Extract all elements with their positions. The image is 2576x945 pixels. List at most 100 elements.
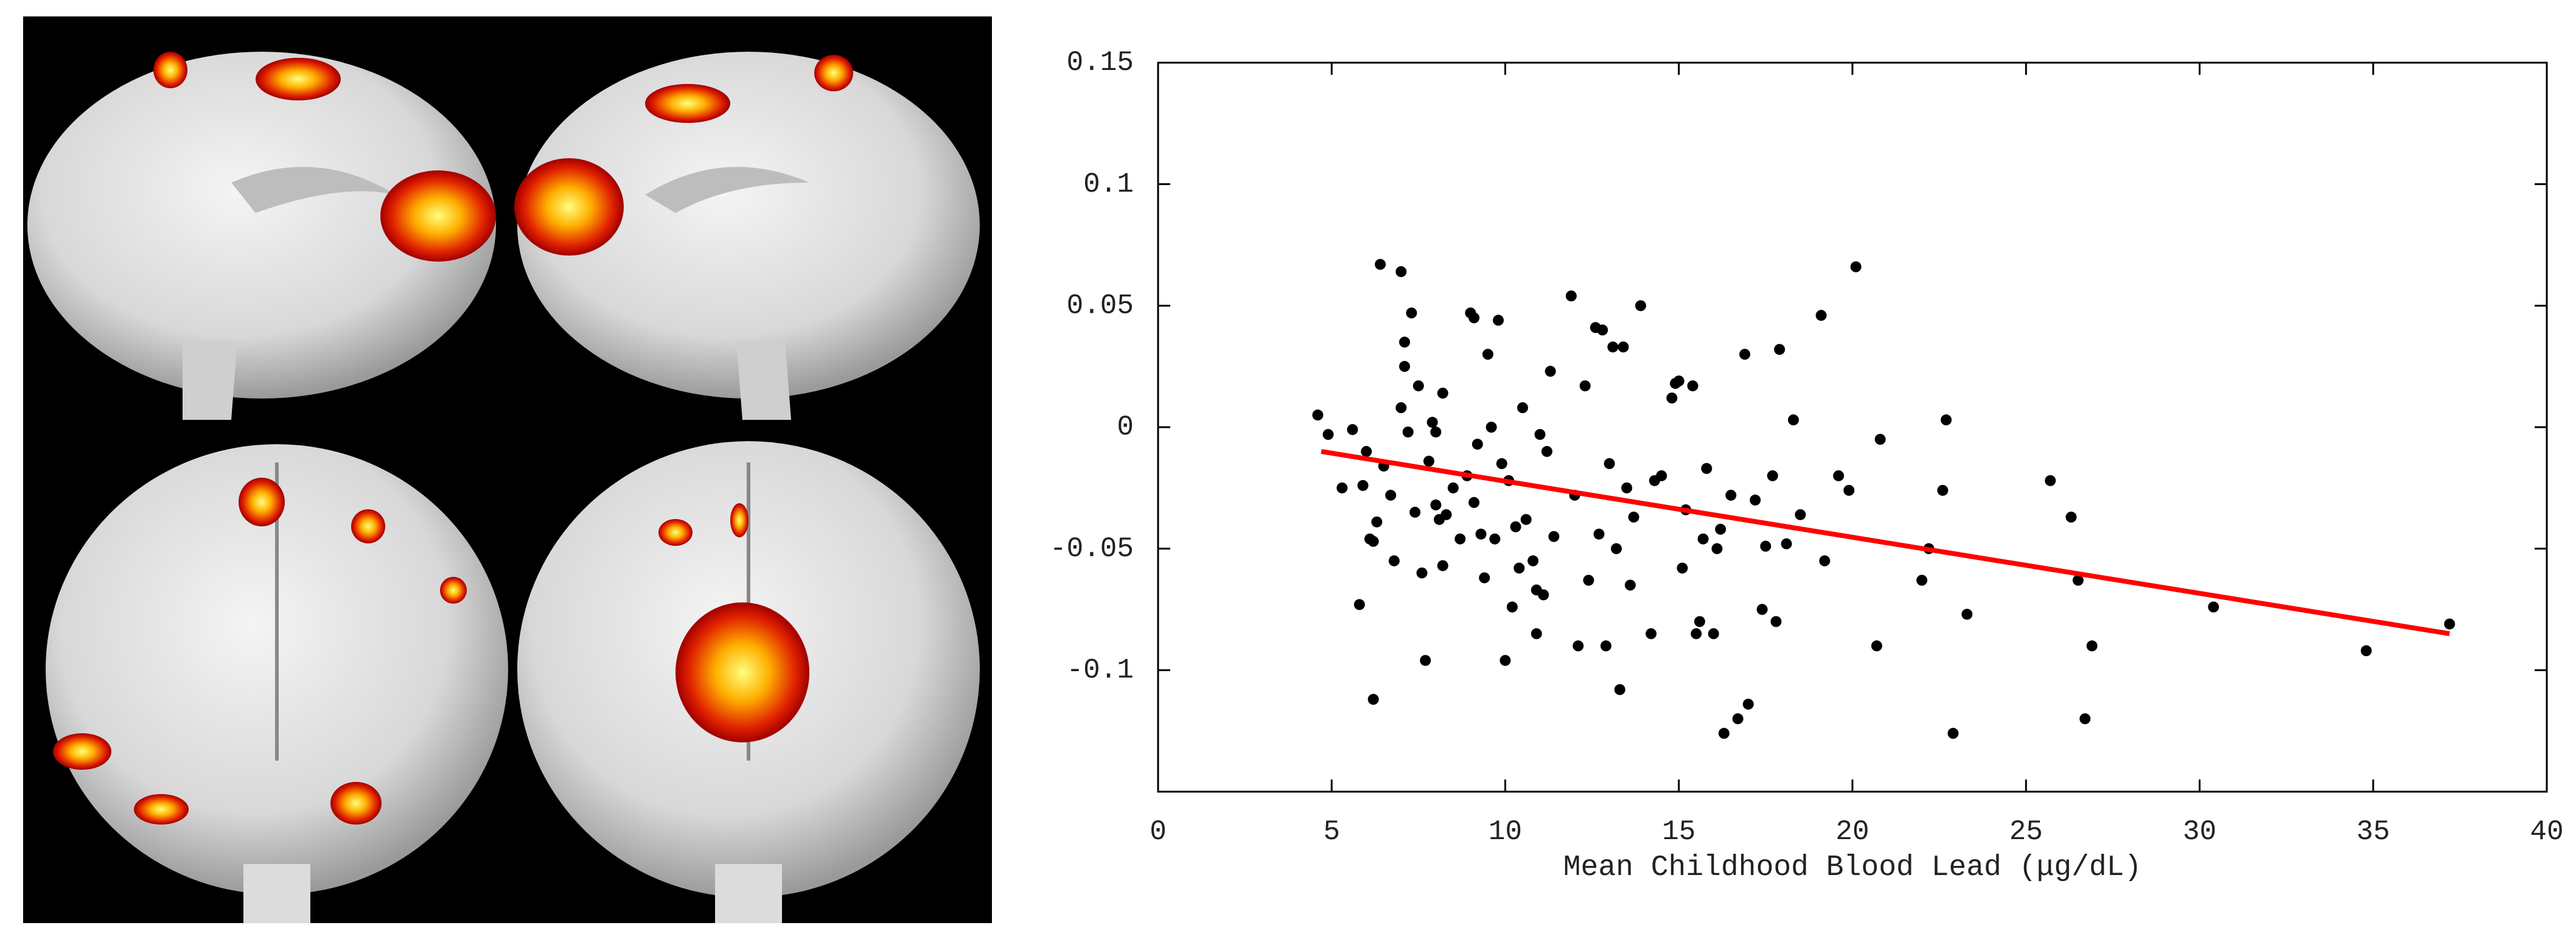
scatter-point	[1916, 574, 1928, 586]
scatter-point	[1468, 497, 1480, 508]
scatter-point	[1593, 528, 1605, 540]
scatter-point	[1600, 640, 1611, 652]
scatter-point	[1423, 455, 1434, 467]
scatter-point	[1367, 694, 1379, 705]
scatter-point	[1621, 482, 1633, 493]
scatter-point	[1708, 628, 1719, 640]
scatter-point	[1440, 509, 1452, 520]
scatter-point	[1646, 628, 1657, 640]
scatter-point	[1395, 266, 1407, 277]
scatter-point	[1430, 499, 1442, 511]
scatter-point	[1482, 349, 1493, 360]
x-tick-label: 10	[1489, 816, 1522, 848]
scatter-point	[1565, 290, 1577, 302]
scatter-point	[1506, 601, 1518, 613]
scatter-point	[1947, 728, 1959, 739]
scatter-point	[1510, 521, 1521, 532]
scatter-point	[1520, 514, 1532, 525]
scatter-point	[1715, 523, 1726, 535]
scatter-point	[1874, 433, 1886, 445]
scatter-point	[1760, 540, 1771, 552]
scatter-point	[1701, 462, 1712, 474]
scatter-point	[1614, 684, 1625, 696]
scatter-point	[1485, 422, 1497, 433]
scatter-point	[1774, 344, 1785, 355]
x-tick-label: 40	[2530, 816, 2563, 848]
y-tick-label: -0.05	[1050, 533, 1134, 565]
y-tick-label: 0.1	[1083, 169, 1134, 200]
scatter-point	[1399, 337, 1411, 348]
scatter-point	[1607, 341, 1619, 353]
scatter-point	[1572, 640, 1584, 652]
y-tick-label: 0.15	[1067, 47, 1134, 78]
scatter-point	[1871, 640, 1882, 652]
scatter-point	[1395, 402, 1407, 414]
scatter-point	[1739, 349, 1751, 360]
scatter-point	[1795, 509, 1806, 520]
scatter-point	[1468, 312, 1480, 324]
scatter-point	[1312, 410, 1324, 421]
scatter-point	[1409, 506, 1421, 518]
scatter-point	[2072, 574, 2084, 586]
scatter-point	[1499, 655, 1511, 666]
x-tick-label: 15	[1662, 816, 1695, 848]
scatter-point	[1666, 392, 1678, 404]
plot: 0.15 0.1 0.05 0 -0.05 -0.1 0 5 10 15 20 25 30 35 40	[1050, 47, 2564, 848]
x-tick-label: 20	[1835, 816, 1869, 848]
scatter-point	[1781, 538, 1792, 549]
regression-line	[1321, 448, 2450, 636]
y-tick-label: -0.1	[1067, 654, 1134, 686]
scatter-point	[1750, 494, 1761, 506]
x-tick-label: 25	[2009, 816, 2043, 848]
scatter-point	[1583, 574, 1594, 586]
scatter-point	[1697, 533, 1709, 545]
scatter-point	[2208, 601, 2219, 613]
scatter-point	[2361, 645, 2372, 657]
scatter-point	[1496, 458, 1507, 469]
scatter-point	[1850, 261, 1862, 273]
scatter-point	[1677, 562, 1688, 574]
scatter-point	[1541, 445, 1552, 457]
scatter-point	[1718, 728, 1730, 739]
scatter-point	[1375, 259, 1386, 270]
scatter-point	[1471, 438, 1483, 450]
scatter-point	[2079, 713, 2091, 725]
scatter-point	[1819, 555, 1831, 567]
scatter-point	[1437, 388, 1448, 399]
scatter-point	[1347, 424, 1358, 435]
x-tick-label: 35	[2356, 816, 2390, 848]
scatter-point	[1406, 307, 1417, 319]
scatter-point	[1447, 482, 1459, 493]
x-axis-label: Mean Childhood Blood Lead (μg/dL)	[1563, 851, 2142, 884]
scatter-point	[1357, 479, 1369, 491]
scatter-point	[1961, 608, 1973, 620]
x-tick-label: 5	[1323, 816, 1340, 848]
scatter-point	[1430, 426, 1442, 438]
scatter-point	[1412, 380, 1424, 392]
scatter-point	[1618, 341, 1629, 353]
scatter-point	[1691, 628, 1702, 640]
scatter-point	[1732, 713, 1744, 725]
scatter-point	[1385, 489, 1397, 501]
scatter-point	[1517, 402, 1529, 414]
scatter-point	[1742, 699, 1754, 710]
scatter-point	[1388, 555, 1400, 567]
scatter-point	[1493, 315, 1504, 326]
scatter-point	[1527, 555, 1539, 567]
scatter-point	[2045, 475, 2056, 486]
brain-panel	[23, 16, 992, 923]
scatter-point	[1833, 470, 1845, 481]
scatter-point	[1756, 604, 1768, 615]
scatter-point	[1687, 380, 1698, 392]
scatter-point	[1611, 543, 1622, 554]
scatter-point	[1367, 535, 1379, 547]
scatter-point	[2444, 618, 2456, 630]
scatter-point	[1402, 426, 1414, 438]
scatter-point	[1489, 533, 1501, 545]
scatter-point	[1597, 324, 1608, 336]
scatter-point	[1538, 589, 1549, 601]
scatter-point	[1416, 567, 1428, 579]
plot-frame	[1157, 61, 2548, 793]
